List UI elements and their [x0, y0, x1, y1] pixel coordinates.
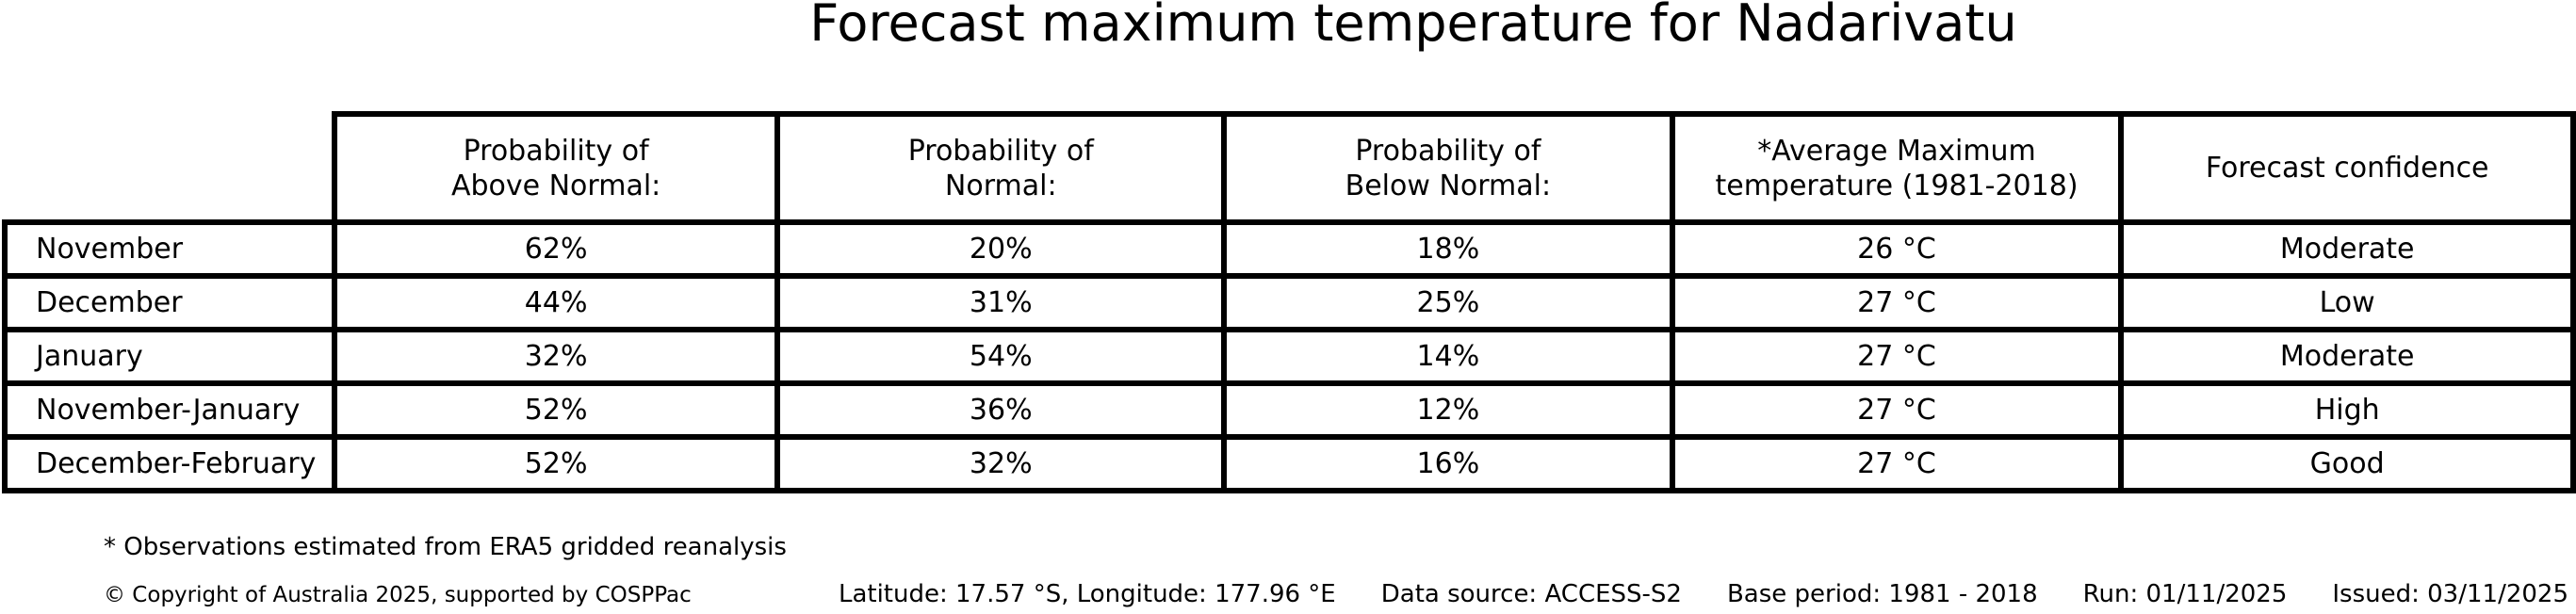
cell-normal: 20% [774, 219, 1228, 279]
table-header-row: Probability of Above Normal: Probability… [5, 111, 2576, 225]
row-label: November [2, 219, 337, 279]
cell-confidence: Moderate [2118, 219, 2576, 279]
table-row: January 32% 54% 14% 27 °C Moderate [2, 327, 2576, 386]
cell-confidence: High [2118, 380, 2576, 440]
era5-footnote: * Observations estimated from ERA5 gridd… [104, 533, 787, 561]
cell-confidence: Moderate [2118, 327, 2576, 386]
cell-below-normal: 12% [1221, 380, 1675, 440]
cell-normal: 31% [774, 273, 1228, 332]
run-date-text: Run: 01/11/2025 [2082, 580, 2288, 608]
cell-average-temp: 27 °C [1669, 273, 2125, 332]
table-row: December 44% 31% 25% 27 °C Low [2, 273, 2576, 332]
cell-above-normal: 62% [331, 219, 781, 279]
base-period-text: Base period: 1981 - 2018 [1726, 580, 2038, 608]
cell-confidence: Low [2118, 273, 2576, 332]
cell-confidence: Good [2118, 434, 2576, 493]
cell-above-normal: 44% [331, 273, 781, 332]
cell-above-normal: 52% [331, 434, 781, 493]
cell-average-temp: 27 °C [1669, 327, 2125, 386]
column-header-above-normal: Probability of Above Normal: [331, 111, 781, 225]
cell-below-normal: 14% [1221, 327, 1675, 386]
column-header-forecast-confidence: Forecast confidence [2118, 111, 2576, 225]
row-label: January [2, 327, 337, 386]
column-header-average-max-temp: *Average Maximum temperature (1981-2018) [1669, 111, 2125, 225]
row-label: December [2, 273, 337, 332]
column-header-below-normal: Probability of Below Normal: [1221, 111, 1675, 225]
footer-bar: © Copyright of Australia 2025, supported… [104, 580, 2568, 608]
lat-long-text: Latitude: 17.57 °S, Longitude: 177.96 °E [838, 580, 1336, 608]
cell-below-normal: 25% [1221, 273, 1675, 332]
cell-below-normal: 16% [1221, 434, 1675, 493]
table-row: November 62% 20% 18% 26 °C Moderate [2, 219, 2576, 279]
cell-above-normal: 52% [331, 380, 781, 440]
forecast-table: Probability of Above Normal: Probability… [2, 111, 2576, 493]
table-row: November-January 52% 36% 12% 27 °C High [2, 380, 2576, 440]
cell-above-normal: 32% [331, 327, 781, 386]
cell-normal: 36% [774, 380, 1228, 440]
issued-date-text: Issued: 03/11/2025 [2332, 580, 2568, 608]
row-label: November-January [2, 380, 337, 440]
table-corner-blank [5, 114, 334, 222]
cell-normal: 54% [774, 327, 1228, 386]
copyright-text: © Copyright of Australia 2025, supported… [104, 583, 692, 607]
cell-normal: 32% [774, 434, 1228, 493]
cell-average-temp: 26 °C [1669, 219, 2125, 279]
cell-average-temp: 27 °C [1669, 380, 2125, 440]
forecast-metadata: Latitude: 17.57 °S, Longitude: 177.96 °E… [839, 580, 2568, 608]
cell-below-normal: 18% [1221, 219, 1675, 279]
table-row: December-February 52% 32% 16% 27 °C Good [2, 434, 2576, 493]
page-title: Forecast maximum temperature for Nadariv… [809, 0, 2017, 53]
data-source-text: Data source: ACCESS-S2 [1380, 580, 1682, 608]
row-label: December-February [2, 434, 337, 493]
column-header-normal: Probability of Normal: [774, 111, 1228, 225]
cell-average-temp: 27 °C [1669, 434, 2125, 493]
